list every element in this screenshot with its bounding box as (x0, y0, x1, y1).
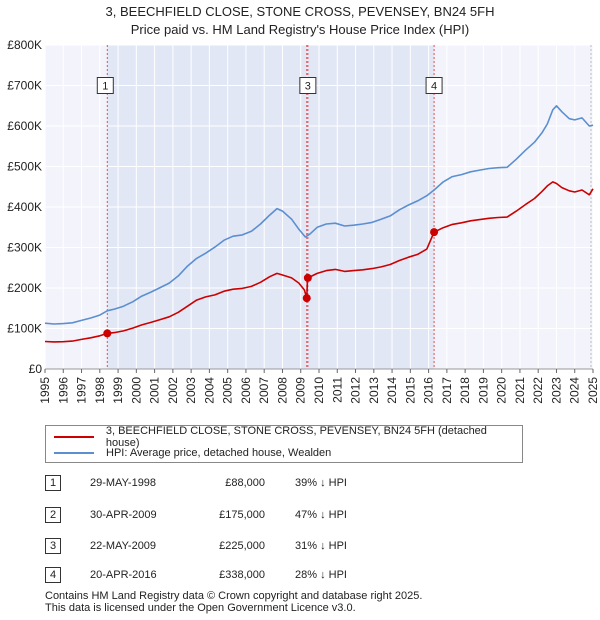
transaction-date: 20-APR-2016 (90, 569, 157, 581)
hpi-series-line (44, 105, 594, 325)
legend-swatch-hpi (54, 452, 94, 454)
x-tick-label: 1998 (93, 377, 107, 404)
x-tick-label: 2000 (129, 377, 143, 404)
x-tick-label: 2012 (349, 377, 363, 404)
chart-subtitle: Price paid vs. HM Land Registry's House … (130, 22, 470, 37)
x-tick-label: 1997 (75, 377, 89, 404)
x-tick-label: 1996 (56, 377, 70, 404)
footer-licence: This data is licensed under the Open Gov… (45, 602, 356, 614)
sale-point (303, 273, 312, 282)
y-tick-label: £800K (7, 38, 42, 52)
transaction-date: 29-MAY-1998 (90, 477, 157, 489)
legend-label-property: 3, BEECHFIELD CLOSE, STONE CROSS, PEVENS… (105, 425, 487, 449)
x-tick-label: 2019 (476, 377, 490, 404)
chart-legend: 3, BEECHFIELD CLOSE, STONE CROSS, PEVENS… (45, 425, 523, 463)
y-tick-label: £200K (7, 281, 42, 295)
x-tick-label: 2015 (403, 377, 417, 404)
x-tick-label: 2016 (422, 377, 436, 404)
x-tick-label: 2011 (330, 377, 344, 403)
sale-number-label: 1 (102, 81, 108, 93)
transaction-number: 1 (45, 475, 61, 491)
sale-number-box (299, 77, 317, 94)
x-tick-label: 2009 (294, 377, 308, 404)
legend-swatch-property (54, 436, 94, 438)
transaction-hpi-diff: 39% ↓ HPI (295, 477, 347, 489)
x-tick-label: 2003 (184, 377, 198, 404)
x-tick-label: 2007 (257, 377, 271, 404)
x-tick-label: 1999 (111, 377, 125, 404)
transaction-date: 22-MAY-2009 (90, 540, 157, 552)
transaction-hpi-diff: 47% ↓ HPI (295, 509, 347, 521)
transaction-price: £338,000 (219, 569, 265, 581)
transaction-hpi-diff: 28% ↓ HPI (295, 569, 347, 581)
x-tick-label: 2010 (312, 377, 326, 404)
x-tick-label: 2006 (239, 377, 253, 404)
y-tick-label: £400K (7, 200, 42, 214)
x-tick-label: 2001 (148, 377, 162, 404)
transaction-number: 2 (45, 507, 61, 523)
x-tick-label: 2023 (549, 377, 563, 404)
y-tick-label: £0 (29, 362, 43, 376)
sale-point (302, 294, 311, 303)
y-tick-label: £300K (7, 241, 42, 255)
chart-title: 3, BEECHFIELD CLOSE, STONE CROSS, PEVENS… (105, 4, 495, 19)
x-tick-label: 2021 (513, 377, 527, 404)
legend-item-hpi: HPI: Average price, detached house, Weal… (54, 445, 331, 461)
transaction-hpi-diff: 31% ↓ HPI (295, 540, 347, 552)
y-tick-label: £100K (7, 322, 42, 336)
x-tick-label: 2002 (166, 377, 180, 404)
sale-point (103, 329, 112, 338)
x-tick-label: 2025 (586, 377, 600, 404)
x-tick-label: 2013 (367, 377, 381, 404)
legend-label-hpi: HPI: Average price, detached house, Weal… (106, 447, 332, 459)
x-tick-label: 2008 (275, 377, 289, 404)
x-tick-label: 2004 (202, 377, 216, 404)
transaction-price: £88,000 (225, 477, 265, 489)
x-tick-label: 2005 (221, 377, 235, 404)
x-tick-label: 1995 (38, 377, 52, 404)
transaction-price: £175,000 (219, 509, 265, 521)
sale-number-label: 3 (305, 81, 311, 93)
footer-copyright: Contains HM Land Registry data © Crown c… (45, 590, 423, 602)
x-tick-label: 2018 (458, 377, 472, 404)
transaction-number: 4 (45, 567, 61, 583)
legend-item-property: 3, BEECHFIELD CLOSE, STONE CROSS, PEVENS… (54, 425, 522, 449)
x-tick-label: 2017 (440, 377, 454, 404)
x-tick-label: 2024 (568, 377, 582, 404)
sale-number-box (96, 77, 114, 94)
y-tick-label: £500K (7, 160, 42, 174)
property-series-line (44, 181, 594, 343)
price-chart: 1 3 4 £0 £100K £200K £300K £400K £500K £600K £700K… (7, 38, 600, 404)
x-tick-label: 2022 (531, 377, 545, 404)
transaction-number: 3 (45, 538, 61, 554)
transaction-date: 30-APR-2009 (90, 509, 157, 521)
footer-attribution: Contains HM Land Registry data © Crown c… (45, 590, 422, 614)
sale-number-label: 4 (431, 81, 437, 93)
sale-point (430, 228, 439, 237)
sale-number-box (425, 77, 443, 94)
y-tick-label: £700K (7, 79, 42, 93)
transaction-price: £225,000 (219, 540, 265, 552)
x-tick-label: 2014 (385, 377, 399, 404)
x-tick-label: 2020 (495, 377, 509, 404)
y-tick-label: £600K (7, 119, 42, 133)
